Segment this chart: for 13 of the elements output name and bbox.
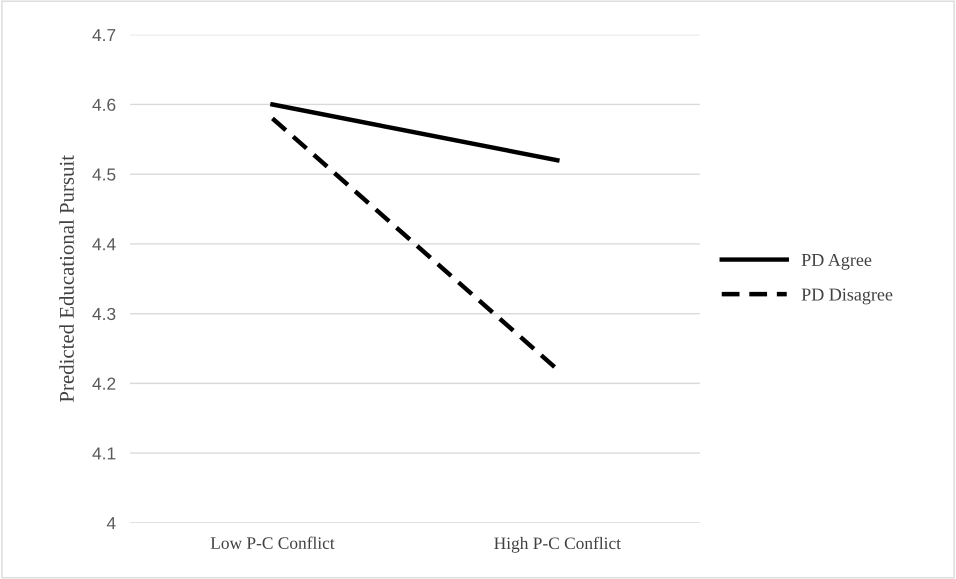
x-tick-label: High P-C Conflict [494, 536, 621, 553]
y-tick-label: 4.3 [92, 308, 116, 320]
y-axis-title: Predicted Educational Pursuit [59, 155, 74, 402]
y-tick-label: 4.2 [92, 378, 116, 390]
x-tick-label: Low P-C Conflict [210, 536, 335, 549]
legend-label: PD Disagree [802, 288, 892, 304]
y-tick-label: 4 [106, 517, 116, 530]
y-tick-label: 4.4 [92, 238, 116, 250]
y-tick-label: 4.6 [92, 98, 116, 111]
y-tick-label: 4.1 [92, 447, 116, 460]
legend-label: PD Agree [802, 254, 872, 270]
y-tick-label: 4.7 [92, 29, 116, 42]
y-tick-label: 4.5 [92, 168, 116, 181]
